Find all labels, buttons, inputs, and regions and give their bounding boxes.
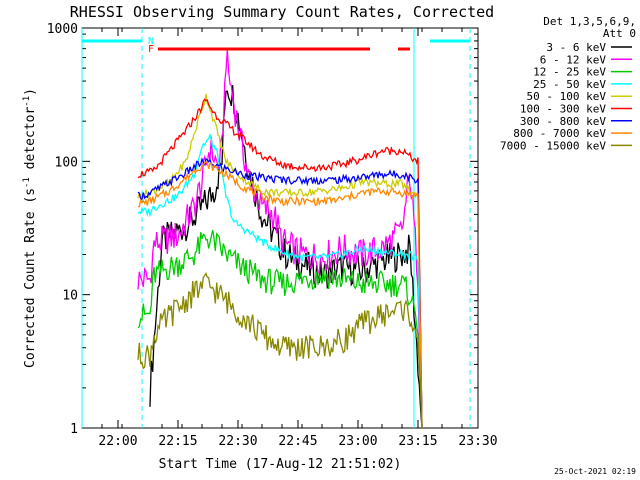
- series-line-5: [137, 93, 423, 429]
- y-tick-label: 1000: [47, 22, 78, 37]
- series-line-6: [137, 98, 423, 429]
- y-axis-label: Corrected Count Rate (s-1 detector-1): [22, 88, 38, 368]
- legend-entry-label: 800 - 7000 keV: [513, 127, 606, 140]
- y-axis-label-superscript: -1: [22, 177, 32, 188]
- legend-entry-label: 3 - 6 keV: [546, 41, 606, 54]
- legend-title-line: Det 1,3,5,6,9,: [543, 15, 636, 28]
- overlays: [81, 28, 471, 428]
- flags-layer: FN: [82, 36, 470, 55]
- x-tick-label: 23:00: [338, 434, 377, 449]
- series-line-2: [137, 49, 423, 429]
- x-tick-label: 22:15: [158, 434, 197, 449]
- footer-date: 25-Oct-2021 02:19: [554, 467, 636, 476]
- series-line-4: [137, 133, 423, 429]
- x-tick-label: 22:00: [98, 434, 137, 449]
- legend-entry-label: 50 - 100 keV: [527, 90, 607, 103]
- flag-label: N: [148, 36, 154, 47]
- y-axis-label-part: detector: [23, 107, 38, 178]
- x-axis-label: Start Time (17-Aug-12 21:51:02): [159, 457, 402, 472]
- legend-entry-label: 25 - 50 keV: [533, 78, 606, 91]
- axes: 22:00 22:15 22:30 22:45 23:00 23:15 23:30 1 10 10…: [22, 22, 498, 449]
- y-tick-label: 10: [62, 289, 78, 304]
- legend-title-line: Att 0: [603, 27, 636, 40]
- x-tick-label: 22:45: [278, 434, 317, 449]
- y-axis-label-superscript: -1: [22, 96, 32, 107]
- series-line-1: [149, 85, 423, 429]
- x-tick-label: 22:30: [218, 434, 257, 449]
- flag-label: F: [148, 44, 154, 55]
- series-line-7: [137, 157, 423, 429]
- series-layer: [137, 49, 423, 429]
- x-tick-label: 23:15: [398, 434, 437, 449]
- legend-entry-label: 6 - 12 keV: [540, 53, 607, 66]
- legend-entry-label: 7000 - 15000 keV: [500, 139, 606, 152]
- y-axis-label-part: ): [23, 88, 38, 96]
- x-tick-label: 23:30: [458, 434, 497, 449]
- y-axis-label-part: Corrected Count Rate (s: [23, 188, 38, 368]
- y-tick-label: 100: [55, 155, 78, 170]
- y-tick-label: 1: [70, 422, 78, 437]
- series-line-8: [137, 161, 423, 429]
- chart-title: RHESSI Observing Summary Count Rates, Co…: [70, 3, 494, 21]
- legend-entry-label: 100 - 300 keV: [520, 103, 606, 116]
- series-line-9: [137, 272, 423, 429]
- legend-entry-label: 300 - 800 keV: [520, 115, 606, 128]
- legend-entry-label: 12 - 25 keV: [533, 66, 606, 79]
- series-line-3: [137, 229, 423, 429]
